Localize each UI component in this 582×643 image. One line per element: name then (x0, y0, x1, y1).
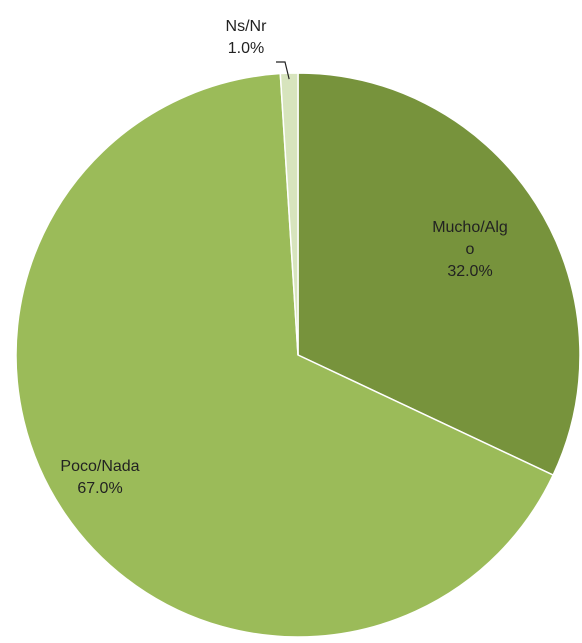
label-value: 32.0% (447, 263, 493, 280)
label-category: Poco/Nada (60, 458, 140, 475)
data-label: Ns/Nr 1.0% (206, 16, 286, 60)
label-value: 67.0% (77, 480, 123, 497)
data-label: Mucho/Algo 32.0% (429, 217, 511, 283)
leader-line (276, 61, 290, 80)
pie-slice (15, 72, 555, 638)
data-label: Poco/Nada 67.0% (50, 456, 150, 500)
pie-slice (297, 72, 581, 477)
label-value: 1.0% (227, 40, 265, 57)
label-category: Mucho/Algo (432, 219, 508, 258)
label-category: Ns/Nr (225, 18, 267, 35)
pie-slice (279, 72, 299, 356)
